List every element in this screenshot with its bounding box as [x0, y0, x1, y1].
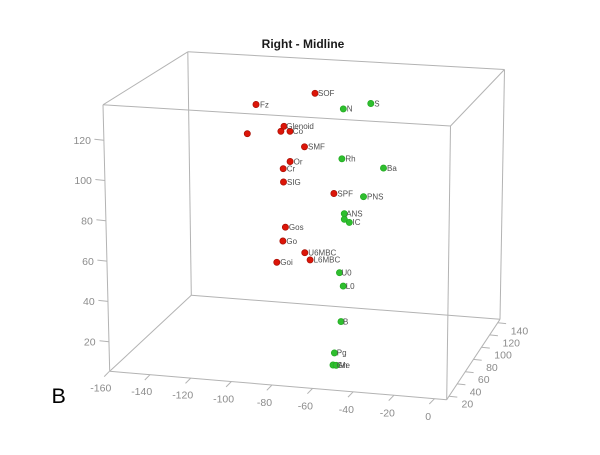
- svg-text:Fz: Fz: [260, 100, 269, 109]
- svg-text:Co: Co: [293, 127, 304, 136]
- svg-text:20: 20: [462, 399, 474, 411]
- svg-text:140: 140: [511, 325, 529, 337]
- svg-text:-40: -40: [339, 404, 354, 416]
- svg-text:40: 40: [470, 386, 482, 398]
- svg-text:120: 120: [73, 135, 91, 147]
- svg-text:Right - Midline: Right - Midline: [262, 37, 345, 51]
- svg-text:100: 100: [494, 350, 512, 362]
- svg-text:80: 80: [486, 362, 498, 374]
- svg-text:SIG: SIG: [287, 178, 301, 187]
- svg-text:40: 40: [83, 296, 95, 308]
- svg-text:Or: Or: [294, 157, 303, 166]
- svg-text:Go: Go: [286, 237, 297, 246]
- svg-text:L6MBC: L6MBC: [314, 256, 341, 265]
- svg-text:100: 100: [74, 175, 92, 187]
- svg-text:Gn: Gn: [337, 361, 348, 370]
- svg-text:Goi: Goi: [280, 258, 293, 267]
- svg-text:B: B: [343, 317, 348, 326]
- svg-text:80: 80: [81, 216, 93, 228]
- svg-text:Gos: Gos: [289, 223, 304, 232]
- svg-text:-20: -20: [380, 407, 395, 419]
- svg-text:N: N: [347, 105, 353, 114]
- svg-text:Ba: Ba: [387, 164, 397, 173]
- svg-text:-160: -160: [90, 383, 111, 395]
- svg-text:Rh: Rh: [345, 155, 355, 164]
- svg-text:SOF: SOF: [318, 89, 335, 98]
- svg-text:-120: -120: [172, 390, 193, 402]
- svg-text:IC: IC: [353, 218, 361, 227]
- svg-text:B: B: [52, 384, 66, 408]
- svg-text:Me: Me: [339, 361, 351, 370]
- svg-text:U6MBC: U6MBC: [308, 249, 336, 258]
- svg-text:PNS: PNS: [367, 193, 383, 202]
- svg-text:SPF: SPF: [337, 189, 353, 198]
- svg-text:S: S: [374, 99, 379, 108]
- svg-text:0: 0: [425, 411, 431, 423]
- svg-text:L0: L0: [346, 282, 355, 291]
- svg-text:Cr: Cr: [287, 165, 296, 174]
- svg-text:60: 60: [478, 374, 490, 386]
- svg-text:SMF: SMF: [308, 143, 325, 152]
- svg-text:-140: -140: [131, 386, 152, 398]
- svg-text:20: 20: [84, 336, 96, 348]
- svg-text:-80: -80: [257, 397, 272, 409]
- svg-text:U0: U0: [341, 269, 352, 278]
- svg-text:60: 60: [82, 256, 94, 268]
- svg-text:Glenoid: Glenoid: [286, 122, 314, 131]
- svg-text:ANS: ANS: [346, 210, 362, 219]
- svg-text:Pg: Pg: [337, 349, 347, 358]
- svg-text:-100: -100: [213, 393, 234, 405]
- svg-text:120: 120: [503, 338, 521, 350]
- svg-text:-60: -60: [298, 400, 313, 412]
